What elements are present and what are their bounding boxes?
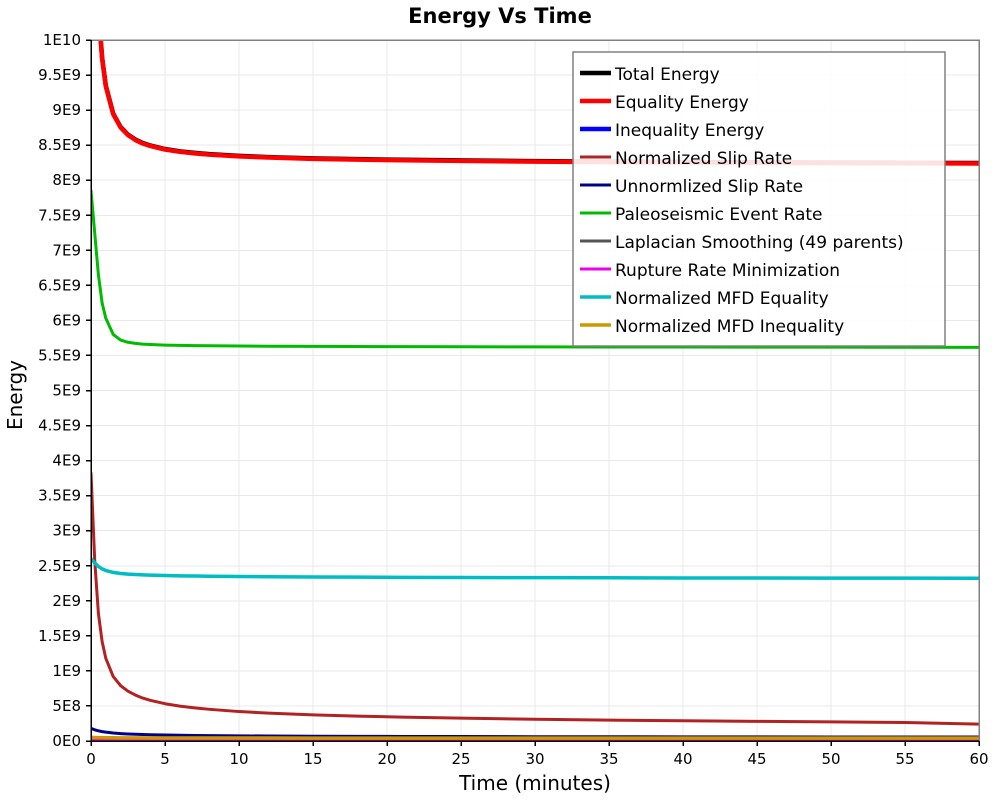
y-tick-label: 1.5E9 [38, 627, 81, 645]
x-tick-label: 20 [377, 750, 396, 768]
y-tick-label: 6E9 [52, 311, 81, 329]
x-tick-label: 10 [229, 750, 248, 768]
legend-item[interactable]: Laplacian Smoothing (49 parents) [580, 233, 904, 253]
legend-item[interactable]: Total Energy [580, 65, 720, 85]
y-tick-label: 0E0 [52, 732, 81, 750]
legend-label: Equality Energy [615, 93, 749, 113]
y-tick-label: 5E9 [52, 382, 81, 400]
series-line-paleoseismic-event-rate [91, 189, 979, 349]
series-line-normalized-mfd-equality [91, 556, 979, 580]
legend-label: Inequality Energy [615, 121, 764, 141]
x-tick-label: 40 [673, 750, 692, 768]
series-line-normalized-slip-rate [91, 471, 979, 726]
legend-label: Rupture Rate Minimization [615, 261, 840, 281]
legend-label: Total Energy [614, 65, 720, 85]
y-axis-title: Energy [3, 360, 27, 430]
x-tick-label: 15 [303, 750, 322, 768]
legend-item[interactable]: Inequality Energy [580, 121, 764, 141]
y-tick-label: 7.5E9 [38, 206, 81, 224]
chart-title: Energy Vs Time [408, 4, 592, 28]
x-tick-label: 45 [747, 750, 766, 768]
y-tick-label: 4E9 [52, 452, 81, 470]
legend-item[interactable]: Normalized Slip Rate [580, 149, 792, 169]
x-tick-label: 30 [525, 750, 544, 768]
y-tick-label: 7E9 [52, 241, 81, 259]
legend-label: Laplacian Smoothing (49 parents) [615, 233, 904, 253]
y-tick-label: 3E9 [52, 522, 81, 540]
y-axis: 0E0 5E8 1E9 1.5E9 2E9 2.5E9 3E9 3.5E9 4E9 4.5E9 5E… [38, 31, 92, 750]
series-line-normalized-mfd-inequality [91, 735, 979, 740]
y-tick-label: 4.5E9 [38, 417, 81, 435]
y-tick-label: 9.5E9 [38, 66, 81, 84]
x-tick-label: 0 [86, 750, 96, 768]
y-tick-label: 6.5E9 [38, 276, 81, 294]
legend-label: Paleoseismic Event Rate [615, 205, 823, 225]
y-tick-label: 5E8 [52, 697, 81, 715]
legend-item[interactable]: Unnormlized Slip Rate [580, 177, 803, 197]
legend-item[interactable]: Paleoseismic Event Rate [580, 205, 823, 225]
x-tick-label: 25 [451, 750, 470, 768]
legend-label: Normalized MFD Equality [615, 289, 829, 309]
legend-item[interactable]: Rupture Rate Minimization [580, 261, 840, 281]
y-tick-label: 8.5E9 [38, 136, 81, 154]
legend-label: Unnormlized Slip Rate [615, 177, 803, 197]
y-tick-label: 1E9 [52, 662, 81, 680]
y-tick-label: 1E10 [43, 31, 81, 49]
y-tick-label: 2E9 [52, 592, 81, 610]
legend-item[interactable]: Normalized MFD Inequality [580, 317, 844, 337]
legend-box [572, 51, 946, 347]
legend-item[interactable]: Normalized MFD Equality [580, 289, 829, 309]
y-tick-label: 9E9 [52, 101, 81, 119]
x-tick-label: 50 [821, 750, 840, 768]
y-tick-label: 3.5E9 [38, 487, 81, 505]
legend-label: Normalized Slip Rate [615, 149, 792, 169]
x-tick-label: 55 [895, 750, 914, 768]
x-axis-title: Time (minutes) [458, 771, 611, 795]
x-tick-label: 60 [969, 750, 988, 768]
x-axis: 0 5 10 15 20 25 30 35 40 45 50 55 60 [86, 740, 989, 768]
y-tick-label: 8E9 [52, 171, 81, 189]
legend-item[interactable]: Equality Energy [580, 93, 749, 113]
x-tick-label: 35 [599, 750, 618, 768]
x-tick-label: 5 [160, 750, 170, 768]
y-tick-label: 5.5E9 [38, 346, 81, 364]
chart-legend[interactable]: Total Energy Equality Energy Inequality En… [572, 51, 946, 347]
legend-label: Normalized MFD Inequality [615, 317, 844, 337]
y-tick-label: 2.5E9 [38, 557, 81, 575]
